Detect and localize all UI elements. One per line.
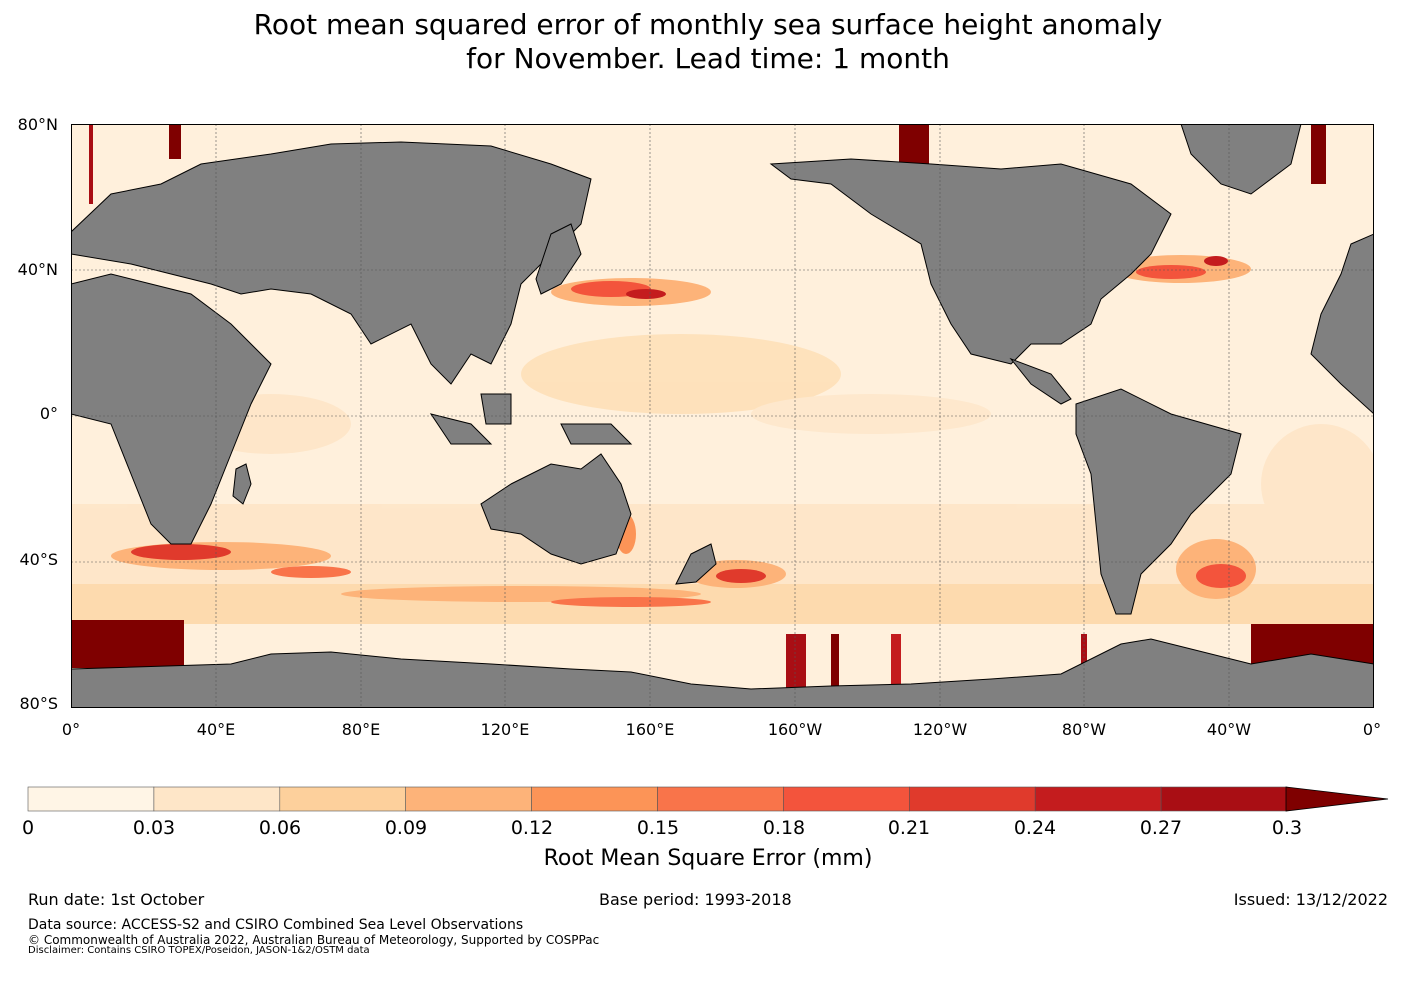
lon-label-80w: 80°W (1061, 720, 1107, 739)
land-africa (70, 273, 272, 545)
colorbar-segments (27, 786, 1288, 812)
land-north-america (769, 158, 1172, 365)
rmse-map (70, 123, 1381, 709)
colorbar-label: Root Mean Square Error (mm) (543, 846, 873, 871)
colorbar-tick: 0.12 (510, 817, 554, 839)
lon-label-40e: 40°E (196, 720, 236, 739)
lon-label-40w: 40°W (1206, 720, 1252, 739)
antarctic-ice-band (71, 124, 1374, 694)
colorbar-segment (405, 786, 532, 812)
data-source: Data source: ACCESS-S2 and CSIRO Combine… (28, 917, 524, 933)
lon-label-80e: 80°E (341, 720, 381, 739)
title-line-1: Root mean squared error of monthly sea s… (253, 8, 1163, 41)
colorbar-tick: 0.3 (1271, 817, 1303, 839)
lon-label-120w: 120°W (912, 720, 968, 739)
lat-label-80n: 80°N (17, 115, 58, 134)
land-central-america (1009, 357, 1072, 405)
colorbar-segment (657, 786, 784, 812)
colorbar-extend-arrow (1285, 786, 1389, 812)
lon-label-0: 0° (61, 720, 81, 739)
colorbar-segment (783, 786, 910, 812)
graticule (71, 124, 1374, 708)
land-sumatra (429, 413, 493, 445)
issued-date: Issued: 13/12/2022 (1233, 890, 1388, 909)
colorbar-tick: 0.06 (258, 817, 302, 839)
colorbar-tick: 0.03 (132, 817, 176, 839)
disclaimer: Disclaimer: Contains CSIRO TOPEX/Poseido… (28, 945, 370, 956)
lon-label-120e: 120°E (480, 720, 530, 739)
map-frame (71, 124, 1374, 708)
colorbar-segment (908, 786, 1036, 812)
land-new-guinea (560, 423, 633, 445)
colorbar (27, 786, 1389, 812)
lon-label-160e: 160°E (625, 720, 675, 739)
copyright: © Commonwealth of Australia 2022, Austra… (28, 933, 600, 947)
colorbar-segment (279, 786, 406, 812)
land-eurasia (70, 141, 592, 385)
colorbar-segment (1034, 786, 1162, 812)
lat-label-40n: 40°N (17, 260, 58, 279)
chart-title: Root mean squared error of monthly sea s… (0, 8, 1416, 76)
land-south-america (1075, 388, 1242, 615)
colorbar-segment (27, 786, 155, 812)
land-australia (480, 453, 632, 565)
lat-label-equator: 0° (39, 404, 58, 423)
land-masses (70, 123, 1375, 709)
colorbar-tick: 0.24 (1013, 817, 1057, 839)
colorbar-tick: 0.09 (384, 817, 428, 839)
colorbar-segment (153, 786, 281, 812)
colorbar-tick: 0.15 (636, 817, 680, 839)
colorbar-segment (531, 786, 658, 812)
land-japan (535, 223, 582, 295)
high-error-features (111, 255, 1256, 607)
colorbar-tick: 0.27 (1139, 817, 1183, 839)
colorbar-tick: 0.18 (762, 817, 806, 839)
lat-label-40s: 40°S (19, 550, 58, 569)
colorbar-segment (1160, 786, 1288, 812)
lon-label-0-right: 0° (1362, 720, 1382, 739)
land-new-zealand (675, 543, 717, 585)
run-date: Run date: 1st October (28, 890, 205, 909)
lon-label-160w: 160°W (767, 720, 823, 739)
land-madagascar (232, 463, 252, 505)
colorbar-tick: 0 (21, 817, 35, 839)
land-borneo (480, 393, 512, 425)
map-svg (70, 123, 1381, 709)
colorbar-tick: 0.21 (887, 817, 931, 839)
title-line-2: for November. Lead time: 1 month (466, 42, 950, 75)
land-antarctica (70, 638, 1375, 709)
base-period: Base period: 1993-2018 (599, 890, 792, 909)
lat-label-80s: 80°S (19, 694, 58, 713)
